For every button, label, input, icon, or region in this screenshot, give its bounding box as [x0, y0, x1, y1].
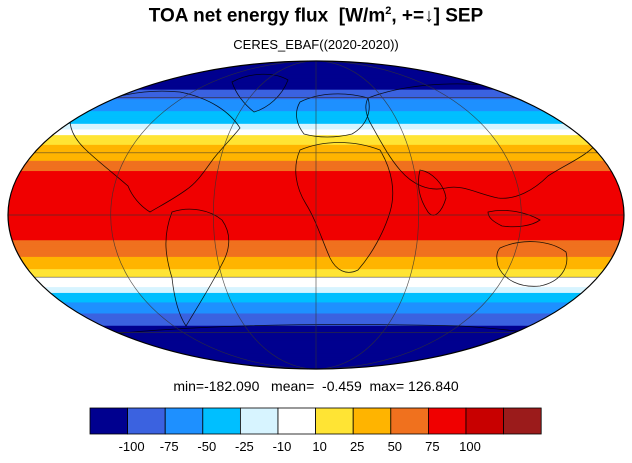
- colorbar-tick-label: 100: [459, 439, 481, 454]
- colorbar-box: [239, 407, 279, 435]
- europe-outline: [296, 93, 370, 138]
- greenland-outline: [231, 73, 289, 113]
- meridian-line: [212, 61, 420, 369]
- colorbar-box: [427, 407, 467, 435]
- min-label: min=: [173, 378, 205, 394]
- title-suffix: , +=↓] SEP: [391, 5, 484, 27]
- colorbar-box: [503, 407, 542, 435]
- colorbar-box: [315, 407, 354, 435]
- colorbar-box: [127, 407, 166, 435]
- mean-value: -0.459: [322, 378, 362, 394]
- map-title: TOA net energy flux [W/m2, +=↓] SEP: [0, 5, 632, 27]
- title-superscript: 2: [385, 5, 392, 17]
- africa-outline: [295, 142, 394, 273]
- graticule: [8, 61, 624, 369]
- india-outline: [418, 169, 447, 216]
- colorbar-tick-label: 25: [350, 439, 364, 454]
- colorbar-box: [202, 407, 241, 435]
- colorbar-tick-label: -75: [160, 439, 179, 454]
- north-america-outline: [69, 90, 241, 213]
- south-america-outline: [165, 208, 230, 327]
- colorbar-box: [465, 407, 504, 435]
- maritime-continent-outline: [487, 210, 541, 228]
- max-label: max=: [369, 378, 405, 394]
- colorbar-tick-label: 10: [312, 439, 326, 454]
- colorbar-box: [164, 407, 204, 435]
- map-subtitle: CERES_EBAF((2020-2020)): [233, 37, 399, 52]
- min-value: -182.090: [204, 378, 260, 394]
- colorbar-box: [277, 407, 316, 435]
- colorbar-tick-label: 50: [388, 439, 402, 454]
- mean-label: mean=: [271, 378, 315, 394]
- colorbar-labels: -100 -75 -50 -25 -10 10 25 50 75 100: [119, 439, 481, 454]
- map-fill: [8, 61, 624, 369]
- colorbar-tick-label: 75: [425, 439, 439, 454]
- colorbar-box: [352, 407, 392, 435]
- australia-outline: [496, 241, 568, 287]
- map-border: [7, 60, 625, 370]
- meridian-line: [110, 61, 522, 369]
- colorbar-boxes: [89, 407, 542, 435]
- colorbar-box: [390, 407, 429, 435]
- colorbar-tick-label: -50: [197, 439, 216, 454]
- colorbar-tick-label: -10: [273, 439, 292, 454]
- max-value: 126.840: [408, 378, 459, 394]
- title-main: TOA net energy flux [W/m: [148, 5, 386, 27]
- colorbar-tick-label: -100: [119, 439, 145, 454]
- map-statistics: min=-182.090 mean= -0.459 max= 126.840: [0, 378, 632, 394]
- colorbar-tick-label: -25: [235, 439, 254, 454]
- colorbar-box: [89, 407, 128, 435]
